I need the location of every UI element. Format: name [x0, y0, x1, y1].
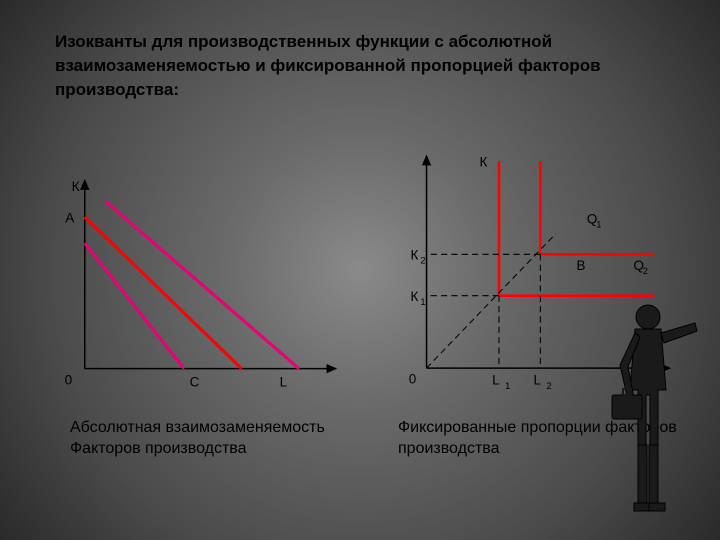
svg-text:К: К — [410, 247, 418, 262]
svg-text:Q: Q — [633, 258, 643, 273]
svg-text:0: 0 — [409, 372, 416, 387]
svg-text:B: B — [577, 258, 586, 273]
svg-text:A: A — [65, 210, 75, 225]
svg-text:C: C — [190, 374, 200, 389]
svg-text:К: К — [72, 179, 80, 194]
svg-text:К: К — [480, 154, 488, 169]
svg-text:L: L — [492, 373, 500, 388]
svg-text:1: 1 — [596, 219, 601, 229]
svg-text:0: 0 — [65, 372, 73, 387]
businessman-figure — [600, 295, 700, 525]
left-caption: Абсолютная взаимозаменяемость Факторов п… — [70, 418, 350, 460]
svg-text:1: 1 — [420, 297, 425, 307]
svg-text:2: 2 — [547, 381, 552, 391]
svg-text:1: 1 — [505, 381, 510, 391]
slide-title: Изокванты для производственных функции с… — [55, 30, 665, 101]
svg-text:Q: Q — [587, 211, 597, 226]
svg-text:L: L — [533, 373, 541, 388]
left-chart: К A 0 C L — [55, 170, 355, 400]
svg-text:К: К — [410, 289, 418, 304]
svg-text:2: 2 — [643, 266, 648, 276]
svg-text:2: 2 — [420, 256, 425, 266]
svg-text:L: L — [280, 374, 288, 389]
